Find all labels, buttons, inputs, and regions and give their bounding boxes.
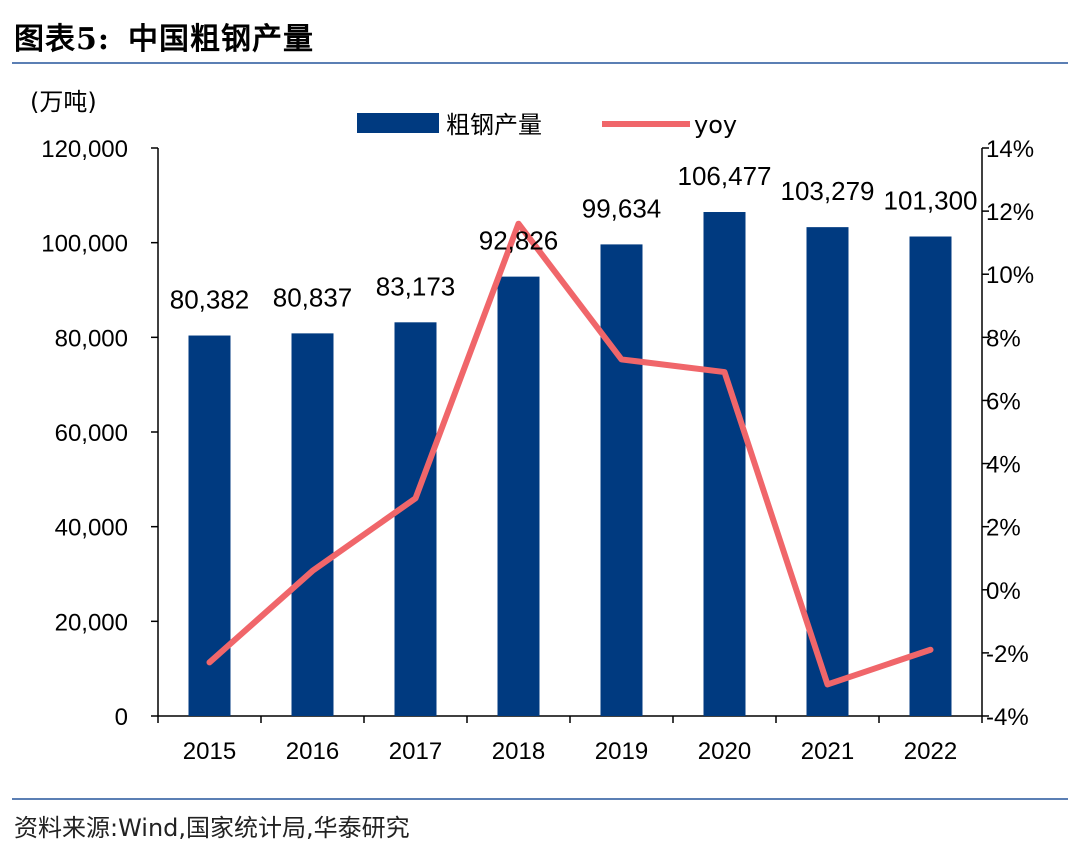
left-tick-label: 80,000 bbox=[55, 325, 128, 352]
right-tick-label: 12% bbox=[986, 199, 1034, 226]
chart-title: 中国粗钢产量 bbox=[127, 22, 314, 57]
left-tick-label: 100,000 bbox=[41, 231, 128, 258]
x-tick-label: 2016 bbox=[286, 738, 339, 765]
yoy-point-2018 bbox=[517, 222, 520, 225]
bar-value-label: 103,279 bbox=[781, 176, 875, 206]
left-tick-label: 40,000 bbox=[55, 515, 128, 542]
left-tick-label: 120,000 bbox=[41, 136, 128, 163]
bar-2016 bbox=[291, 333, 334, 716]
yoy-point-2020 bbox=[723, 371, 726, 374]
bars bbox=[188, 212, 952, 717]
bar-value-label: 83,173 bbox=[376, 271, 456, 301]
yoy-point-2015 bbox=[208, 661, 211, 664]
right-tick-label: 2% bbox=[986, 515, 1021, 542]
legend-label-line: yoy bbox=[694, 111, 737, 139]
yoy-point-2019 bbox=[620, 358, 623, 361]
bar-value-label: 80,382 bbox=[170, 285, 250, 315]
right-tick-label: 0% bbox=[986, 578, 1021, 605]
right-tick-label: 14% bbox=[986, 136, 1034, 163]
figure-label: 图表5: bbox=[14, 22, 110, 57]
x-tick-label: 2021 bbox=[801, 738, 854, 765]
bar-2020 bbox=[703, 212, 746, 717]
bar-value-label: 101,300 bbox=[884, 186, 978, 216]
yoy-line-group bbox=[206, 220, 934, 688]
legend-swatch-bars bbox=[357, 113, 439, 133]
yoy-point-2017 bbox=[414, 497, 417, 500]
figure-title: 图表5: 中国粗钢产量 bbox=[14, 14, 314, 58]
right-tick-label: 8% bbox=[986, 325, 1021, 352]
bar-value-label: 99,634 bbox=[582, 193, 662, 223]
bar-2017 bbox=[394, 322, 437, 716]
bar-value-label: 80,837 bbox=[273, 282, 353, 312]
x-tick-label: 2019 bbox=[595, 738, 648, 765]
unit-label: (万吨) bbox=[30, 88, 97, 116]
x-tick-label: 2020 bbox=[698, 738, 751, 765]
x-tick-label: 2015 bbox=[183, 738, 236, 765]
yoy-point-2016 bbox=[311, 569, 314, 572]
left-tick-label: 60,000 bbox=[55, 420, 128, 447]
bar-2018 bbox=[497, 276, 540, 716]
x-tick-label: 2018 bbox=[492, 738, 545, 765]
right-tick-label: 4% bbox=[986, 452, 1021, 479]
yoy-point-2022 bbox=[929, 648, 932, 651]
data-labels: 80,382 80,837 83,173 92,826 99,634 106,477 103… bbox=[170, 161, 978, 315]
source-note: 资料来源:Wind,国家统计局,华泰研究 bbox=[14, 814, 410, 842]
left-tick-label: 0 bbox=[115, 704, 128, 731]
bar-value-label: 92,826 bbox=[479, 226, 559, 256]
right-tick-label: 10% bbox=[986, 262, 1034, 289]
right-tick-label: -2% bbox=[986, 641, 1029, 668]
right-tick-label: 6% bbox=[986, 388, 1021, 415]
x-tick-label: 2022 bbox=[904, 738, 957, 765]
top-divider bbox=[12, 62, 1068, 64]
bottom-divider bbox=[12, 798, 1068, 800]
left-tick-label: 20,000 bbox=[55, 609, 128, 636]
bar-2019 bbox=[600, 244, 643, 717]
legend-label-bars: 粗钢产量 bbox=[446, 111, 542, 139]
yoy-line bbox=[206, 220, 934, 688]
legend: 粗钢产量 yoy bbox=[357, 111, 737, 139]
right-tick-label: -4% bbox=[986, 704, 1029, 731]
bar-2022 bbox=[909, 236, 952, 716]
yoy-point-2021 bbox=[826, 683, 829, 686]
bar-value-label: 106,477 bbox=[678, 161, 772, 191]
x-tick-label: 2017 bbox=[389, 738, 442, 765]
